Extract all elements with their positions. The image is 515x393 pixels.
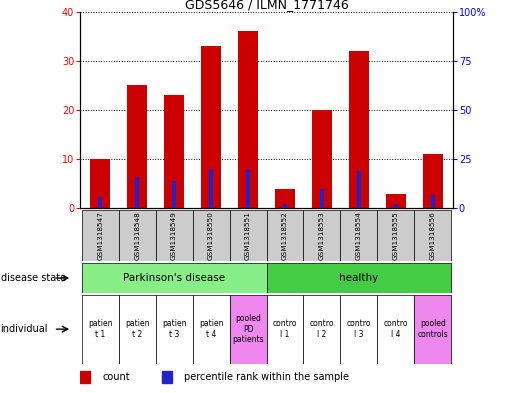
Bar xyxy=(415,295,451,364)
Bar xyxy=(303,295,340,364)
Bar xyxy=(266,263,451,293)
Text: pooled
PD
patients: pooled PD patients xyxy=(232,314,264,344)
Text: pooled
controls: pooled controls xyxy=(418,320,448,339)
Text: GSM1318553: GSM1318553 xyxy=(319,211,325,260)
Bar xyxy=(118,295,156,364)
Bar xyxy=(238,31,258,208)
Bar xyxy=(201,46,221,208)
Bar xyxy=(118,210,156,261)
Bar xyxy=(357,171,361,208)
Text: patien
t 3: patien t 3 xyxy=(162,320,186,339)
Bar xyxy=(156,295,193,364)
Bar xyxy=(386,193,406,208)
Text: patien
t 2: patien t 2 xyxy=(125,320,149,339)
Bar xyxy=(80,371,90,384)
Bar xyxy=(172,181,176,208)
Text: GSM1318554: GSM1318554 xyxy=(356,211,362,260)
Text: GSM1318548: GSM1318548 xyxy=(134,211,140,260)
Bar xyxy=(156,210,193,261)
Text: GSM1318556: GSM1318556 xyxy=(430,211,436,260)
Text: GSM1318550: GSM1318550 xyxy=(208,211,214,260)
Bar xyxy=(98,196,102,208)
Text: contro
l 1: contro l 1 xyxy=(273,320,297,339)
Bar xyxy=(209,169,213,208)
Bar xyxy=(340,295,377,364)
Bar xyxy=(230,210,267,261)
Bar xyxy=(193,295,230,364)
Text: disease state: disease state xyxy=(1,273,65,283)
Bar xyxy=(349,51,369,208)
Bar xyxy=(90,159,110,208)
Bar xyxy=(266,295,303,364)
Bar xyxy=(82,210,118,261)
Text: count: count xyxy=(102,372,130,382)
Text: patien
t 1: patien t 1 xyxy=(88,320,112,339)
Bar xyxy=(230,295,267,364)
Text: individual: individual xyxy=(1,324,48,334)
Bar xyxy=(135,177,139,208)
Text: GSM1318551: GSM1318551 xyxy=(245,211,251,260)
Title: GDS5646 / ILMN_1771746: GDS5646 / ILMN_1771746 xyxy=(185,0,348,11)
Bar xyxy=(312,110,332,208)
Bar xyxy=(415,210,451,261)
Bar xyxy=(246,169,250,208)
Bar xyxy=(303,210,340,261)
Bar xyxy=(377,295,415,364)
Bar xyxy=(275,189,295,208)
Text: GSM1318555: GSM1318555 xyxy=(393,211,399,260)
Text: contro
l 4: contro l 4 xyxy=(384,320,408,339)
Bar xyxy=(162,371,173,384)
Bar xyxy=(340,210,377,261)
Text: GSM1318549: GSM1318549 xyxy=(171,211,177,260)
Text: Parkinson's disease: Parkinson's disease xyxy=(123,273,225,283)
Text: GSM1318547: GSM1318547 xyxy=(97,211,103,260)
Bar xyxy=(431,195,435,208)
Bar xyxy=(394,204,398,208)
Bar xyxy=(423,154,443,208)
Bar xyxy=(320,189,324,208)
Text: contro
l 3: contro l 3 xyxy=(347,320,371,339)
Text: healthy: healthy xyxy=(339,273,379,283)
Bar xyxy=(377,210,415,261)
Bar xyxy=(283,204,287,208)
Bar xyxy=(164,95,184,208)
Text: patien
t 4: patien t 4 xyxy=(199,320,224,339)
Text: contro
l 2: contro l 2 xyxy=(310,320,334,339)
Bar xyxy=(193,210,230,261)
Bar xyxy=(266,210,303,261)
Text: GSM1318552: GSM1318552 xyxy=(282,211,288,260)
Bar xyxy=(82,263,267,293)
Bar xyxy=(127,86,147,208)
Text: percentile rank within the sample: percentile rank within the sample xyxy=(184,372,349,382)
Bar xyxy=(82,295,118,364)
